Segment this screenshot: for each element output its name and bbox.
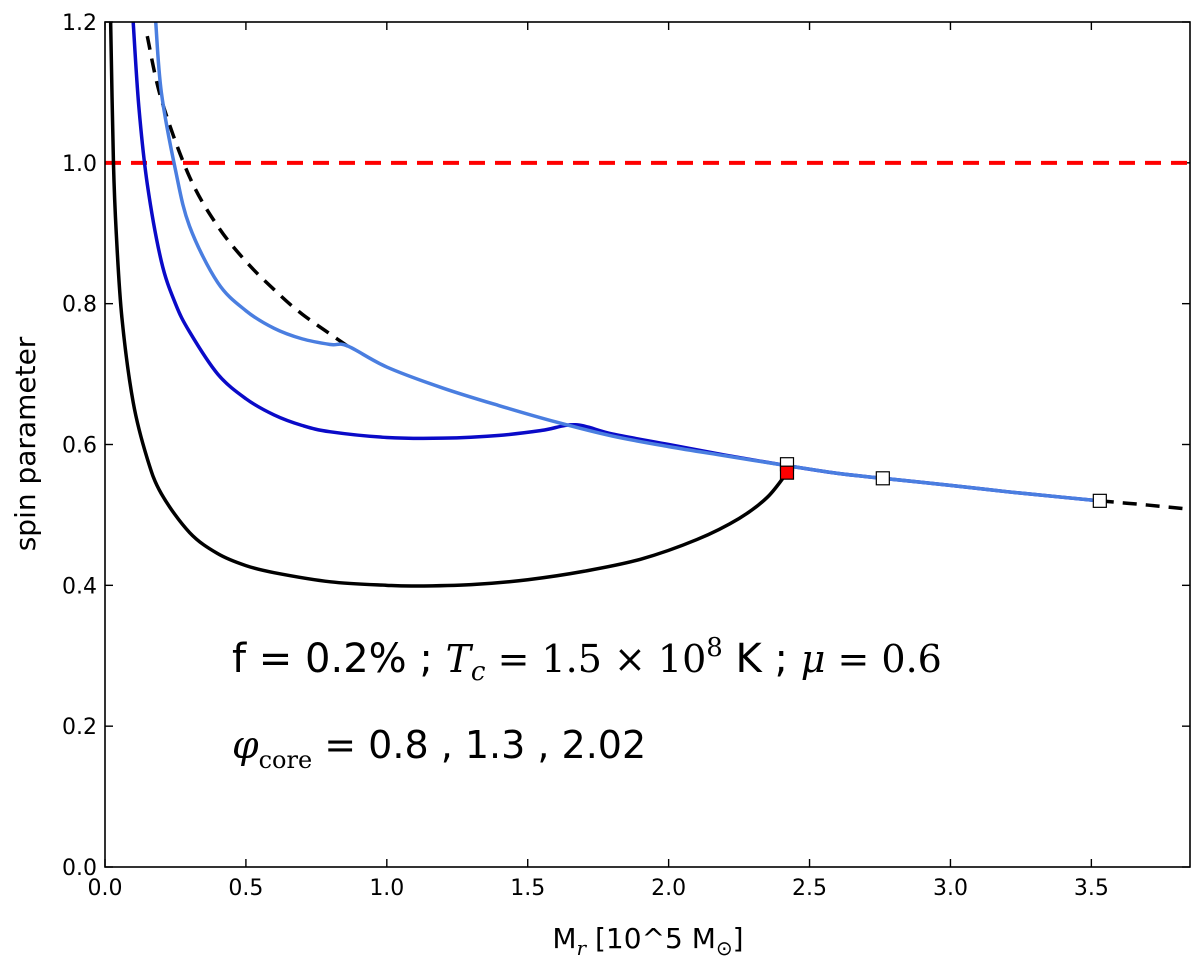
annotation-line-1: f = 0.2% ; Tc = 1.5 × 108 K ; μ = 0.6 [232,633,942,687]
annotation-kelvin: K ; [723,636,801,682]
series-line-light-blue [153,22,1102,503]
envelope-dashed-line [145,35,349,348]
x-tick-label: 2.0 [651,876,686,901]
annotation-tc-exponent: 8 [706,633,723,663]
annotation-phi-subscript: core [259,746,313,774]
x-tick-label: 3.5 [1074,876,1109,901]
annotation-line-2: φcore = 0.8 , 1.3 , 2.02 [232,723,646,774]
plot-frame [104,21,1191,868]
marker-red-square [779,465,795,480]
x-tick-label: 1.0 [369,876,404,901]
y-tick-label: 0.8 [62,293,97,318]
series-line-dark-blue [131,22,1102,503]
x-axis-title-unit: [10^5 M [586,922,716,955]
y-tick-label: 0.2 [62,715,97,740]
x-tick-label: 0.0 [88,876,123,901]
annotation-f: f = 0.2% ; [232,636,446,682]
series-layer [108,22,1190,588]
annotation-mu-value: = 0.6 [825,637,941,681]
x-axis-title-r-subscript: r [577,936,588,960]
y-tick-label: 0.0 [62,856,97,881]
tick-layer: 0.0 0.5 1.0 1.5 2.0 2.5 3.0 3.5 0.0 0.2 0.4 0.6 0.8 1… [62,11,1190,901]
marker-square [1092,493,1107,508]
x-axis-title-sun-symbol: ⊙ [716,936,733,960]
y-axis-title: spin parameter [9,336,42,551]
y-tick-label: 1.2 [62,11,97,36]
annotation-phi-values: = 0.8 , 1.3 , 2.02 [312,723,646,767]
marker-layer [779,457,1107,508]
x-tick-label: 2.5 [792,876,827,901]
x-axis-title-close: ] [733,922,744,955]
x-tick-label: 0.5 [228,876,263,901]
envelope-tail-dashed-line [1099,499,1190,512]
annotation-mu-symbol: μ [801,637,826,681]
annotation-tc-subscript: c [471,657,486,687]
svg-text:φcore = 0.8 , 1.3 , 2.02: φcore = 0.8 , 1.3 , 2.02 [232,723,646,774]
series-line-black [108,22,789,588]
x-tick-label: 3.0 [933,876,968,901]
y-tick-label: 1.0 [62,152,97,177]
x-tick-label: 1.5 [510,876,545,901]
annotation-tc-symbol: T [446,637,474,681]
y-tick-label: 0.6 [62,434,97,459]
svg-text:f = 0.2% ; Tc = 1.5 × 108 K ;: f = 0.2% ; Tc = 1.5 × 108 K ; μ = 0.6 [232,633,942,687]
marker-square [875,471,890,486]
annotation-tc-value: = 1.5 × 10 [485,637,706,681]
annotation-phi-symbol: φ [232,723,259,767]
x-axis-title-m: M [552,922,576,955]
plot-area [105,22,1190,588]
y-tick-label: 0.4 [62,574,97,599]
x-axis-title: Mr [10^5 M⊙] [552,922,743,960]
